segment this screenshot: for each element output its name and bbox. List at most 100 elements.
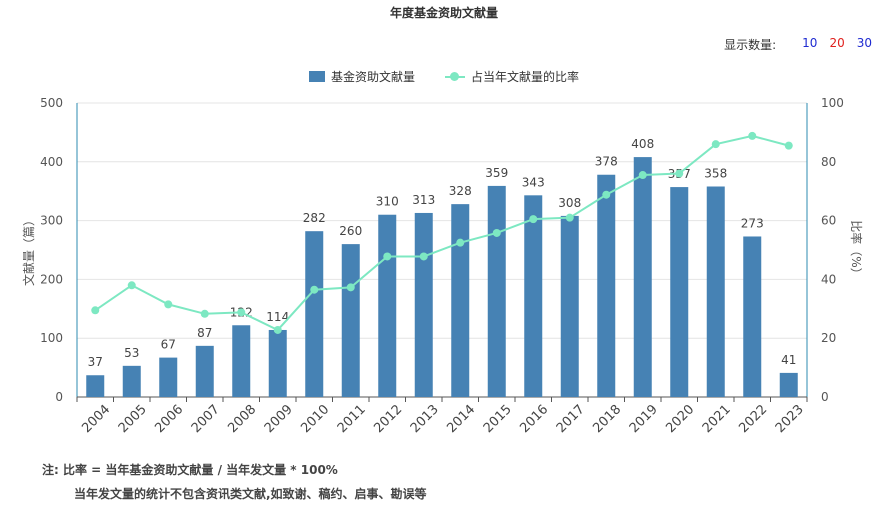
legend-bar-label: 基金资助文献量: [330, 70, 415, 84]
x-tick-label: 2018: [590, 402, 624, 436]
bar-value-label: 343: [522, 175, 545, 189]
bar: [560, 215, 579, 397]
bar: [597, 174, 616, 397]
bar-value-label: 273: [741, 216, 764, 230]
ratio-point: [91, 306, 100, 315]
bar: [670, 187, 689, 397]
x-tick-label: 2009: [262, 402, 296, 436]
bar: [122, 365, 141, 397]
display-count-option-10[interactable]: 10: [802, 36, 818, 50]
bar-value-label: 328: [449, 184, 472, 198]
bar: [451, 204, 470, 397]
x-tick-label: 2019: [627, 402, 661, 436]
chart-title: 年度基金资助文献量: [389, 6, 498, 20]
display-count-label: 显示数量:: [724, 38, 777, 52]
x-tick-label: 2011: [335, 402, 369, 436]
chart-note: 注: 比率 = 当年基金资助文献量 / 当年发文量 * 100% 当年发文量的统…: [42, 458, 427, 506]
bar: [86, 375, 105, 397]
y-tick-label-left: 400: [40, 155, 63, 169]
x-tick-label: 2007: [189, 402, 223, 436]
x-tick-label: 2012: [371, 402, 405, 436]
bar: [232, 325, 251, 397]
bar: [378, 214, 397, 397]
x-tick-label: 2013: [408, 402, 442, 436]
y-axis-title-left: 文献量（篇）: [21, 214, 36, 286]
note-line-1: 注: 比率 = 当年基金资助文献量 / 当年发文量 * 100%: [42, 463, 338, 477]
y-axis-title-right: 比率（%）: [849, 220, 864, 279]
x-tick-label: 2017: [554, 402, 588, 436]
bar-value-label: 53: [124, 346, 139, 360]
bar: [524, 195, 543, 397]
bar-value-label: 378: [595, 155, 618, 169]
x-tick-label: 2006: [152, 402, 186, 436]
bar: [487, 185, 506, 397]
y-tick-label-left: 500: [40, 96, 63, 110]
x-tick-label: 2014: [444, 402, 478, 436]
ratio-point: [383, 252, 392, 261]
display-count-selector: 显示数量: 10 20 30: [724, 36, 872, 53]
y-tick-label-left: 200: [40, 272, 63, 286]
x-tick-label: 2023: [773, 402, 807, 436]
x-tick-label: 2020: [663, 402, 697, 436]
ratio-point: [675, 169, 684, 178]
y-tick-label-right: 0: [821, 390, 829, 404]
bar-value-label: 359: [485, 166, 508, 180]
bar-value-label: 37: [88, 355, 103, 369]
y-tick-label-left: 100: [40, 331, 63, 345]
bar-value-label: 67: [161, 338, 176, 352]
ratio-point: [346, 283, 355, 292]
legend-bar-swatch: [308, 71, 325, 82]
x-tick-label: 2016: [517, 402, 551, 436]
ratio-point: [529, 215, 538, 224]
x-tick-label: 2022: [736, 402, 770, 436]
bar: [633, 157, 652, 397]
ratio-point: [310, 285, 319, 294]
bar-value-label: 358: [704, 166, 727, 180]
ratio-point: [164, 300, 173, 309]
ratio-point: [200, 309, 209, 318]
bar: [706, 186, 725, 397]
bar-value-label: 310: [376, 195, 399, 209]
bar: [414, 212, 433, 397]
y-tick-label-right: 20: [821, 331, 836, 345]
chart-legend: 基金资助文献量 占当年文献量的比率: [0, 68, 888, 85]
y-tick-label-right: 60: [821, 214, 836, 228]
ratio-point: [565, 213, 574, 222]
y-tick-label-right: 40: [821, 272, 836, 286]
x-tick-label: 2021: [700, 402, 734, 436]
ratio-point: [419, 252, 428, 261]
note-line-2: 当年发文量的统计不包含资讯类文献,如致谢、稿约、启事、勘误等: [74, 487, 427, 501]
ratio-point: [127, 281, 136, 290]
display-count-option-30[interactable]: 30: [856, 36, 872, 50]
ratio-point: [748, 131, 757, 140]
bar-value-label: 282: [303, 211, 326, 225]
ratio-point: [711, 140, 720, 149]
ratio-point: [456, 238, 465, 247]
bar-value-label: 408: [631, 137, 654, 151]
legend-item-line-series[interactable]: 占当年文献量的比率: [445, 68, 579, 85]
bar: [341, 244, 360, 397]
ratio-point: [638, 171, 647, 180]
y-tick-label-right: 80: [821, 155, 836, 169]
bar-value-label: 313: [412, 193, 435, 207]
x-tick-label: 2008: [225, 402, 259, 436]
bar: [305, 231, 324, 397]
bar-value-label: 260: [339, 224, 362, 238]
x-tick-label: 2010: [298, 402, 332, 436]
bar-value-label: 308: [558, 196, 581, 210]
y-tick-label-right: 100: [821, 96, 844, 110]
bar: [195, 345, 214, 397]
bar-value-label: 114: [266, 310, 289, 324]
ratio-line: [94, 134, 790, 332]
y-tick-label-left: 300: [40, 214, 63, 228]
display-count-option-20[interactable]: 20: [829, 36, 845, 50]
legend-item-bar-series[interactable]: 基金资助文献量: [308, 68, 415, 85]
legend-line-label: 占当年文献量的比率: [471, 70, 580, 84]
legend-line-swatch: [445, 71, 465, 82]
x-tick-label: 2004: [79, 402, 113, 436]
bar: [159, 357, 178, 397]
bar: [779, 372, 798, 397]
bar-value-label: 87: [197, 326, 212, 340]
ratio-point: [602, 190, 611, 199]
y-tick-label-left: 0: [55, 390, 63, 404]
